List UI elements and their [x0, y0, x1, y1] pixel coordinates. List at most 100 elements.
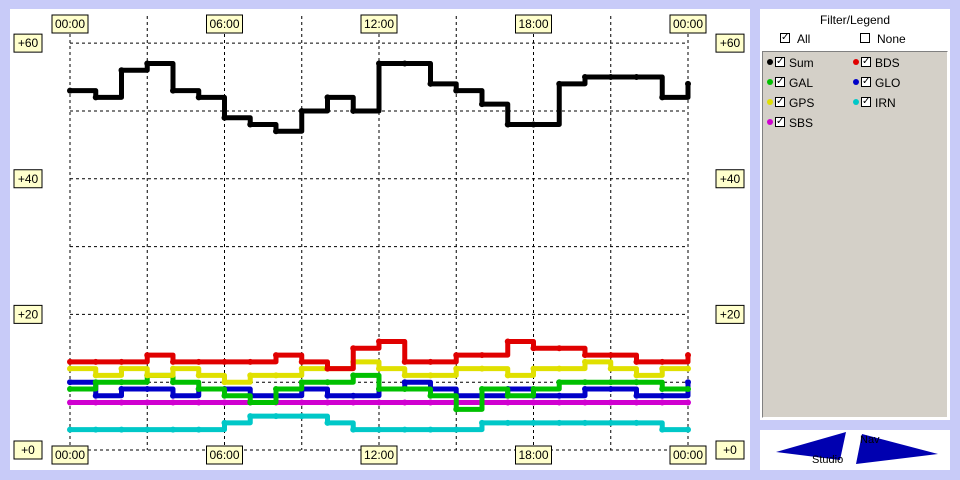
data-point-gps: [92, 372, 99, 379]
data-point-bds: [247, 358, 254, 365]
none-checkbox[interactable]: [860, 33, 870, 43]
gal-checkbox[interactable]: ✓: [775, 76, 785, 87]
data-point-gal: [376, 385, 382, 392]
data-point-sbs: [67, 399, 73, 406]
bds-checkbox[interactable]: ✓: [861, 56, 871, 67]
data-point-sbs: [530, 399, 537, 406]
y-tick-label-right-box: [715, 304, 745, 324]
data-point-gps: [530, 365, 537, 372]
logo-graphic: [776, 432, 938, 464]
x-tick-label-bottom: 18:00: [518, 448, 548, 462]
data-point-bds: [221, 358, 228, 365]
gps-checkbox[interactable]: ✓: [775, 96, 785, 107]
data-point-gps: [273, 372, 279, 379]
data-point-gal: [685, 385, 691, 392]
data-point-irn: [582, 419, 588, 426]
data-point-sum: [479, 101, 485, 108]
x-tick-label-top-box: [51, 14, 89, 34]
data-point-irn: [92, 426, 99, 433]
glo-checkbox[interactable]: ✓: [861, 76, 871, 87]
data-point-sum: [453, 87, 460, 94]
data-point-sum: [401, 60, 408, 67]
data-point-sum: [659, 94, 666, 101]
data-point-glo: [607, 385, 614, 392]
data-point-gal: [582, 379, 588, 386]
data-point-glo: [92, 392, 99, 399]
data-point-gal: [453, 406, 460, 413]
y-tick-label-right-box: [715, 440, 745, 460]
data-point-glo: [659, 392, 666, 399]
data-point-sbs: [118, 399, 125, 406]
data-point-irn: [273, 413, 279, 420]
data-point-sbs: [376, 399, 382, 406]
data-point-glo: [118, 385, 125, 392]
x-tick-label-top: 00:00: [55, 17, 85, 31]
data-point-bds: [427, 358, 434, 365]
y-tick-label-left-box: [13, 440, 43, 460]
data-point-sum: [195, 94, 202, 101]
data-point-glo: [633, 392, 640, 399]
data-point-gal: [633, 379, 640, 386]
data-point-glo: [350, 392, 357, 399]
y-tick-label-left: +0: [21, 443, 35, 457]
data-point-sum: [633, 74, 640, 81]
data-point-irn: [427, 426, 434, 433]
data-point-gps: [659, 365, 666, 372]
data-point-bds: [685, 352, 691, 359]
data-point-gps: [144, 372, 151, 379]
irn-checkbox[interactable]: ✓: [861, 96, 871, 107]
data-point-gps: [504, 372, 511, 379]
x-tick-label-bottom: 12:00: [364, 448, 394, 462]
data-point-irn: [221, 419, 228, 426]
all-checkbox[interactable]: ✓: [780, 32, 790, 43]
data-point-glo: [67, 379, 73, 386]
x-tick-label-top: 12:00: [364, 17, 394, 31]
data-point-irn: [376, 426, 382, 433]
data-point-bds: [67, 358, 73, 365]
data-point-irn: [170, 426, 176, 433]
data-point-gal: [427, 392, 434, 399]
data-point-irn: [659, 426, 666, 433]
x-tick-label-top: 00:00: [673, 17, 703, 31]
data-point-gps: [170, 365, 176, 372]
data-point-gps: [582, 358, 588, 365]
data-point-bds: [530, 345, 537, 352]
data-point-sum: [67, 87, 73, 94]
y-tick-label-left: +20: [18, 307, 39, 321]
y-tick-label-left-box: [13, 33, 43, 53]
data-point-sum: [582, 74, 588, 81]
data-point-sum: [92, 94, 99, 101]
data-point-gps: [247, 372, 254, 379]
data-point-gps: [221, 379, 228, 386]
data-point-sum: [144, 60, 151, 67]
data-point-bds: [607, 352, 614, 359]
satellite-count-chart: 00:00 00:00 06:00 06:00 12:00 12:00 18:00 18:00…: [10, 9, 750, 470]
x-tick-label-bottom-box: [360, 445, 398, 465]
data-point-gps: [118, 365, 125, 372]
data-point-bds: [633, 358, 640, 365]
data-point-glo: [144, 385, 151, 392]
data-point-irn: [324, 419, 331, 426]
gal-label: GAL: [789, 76, 814, 90]
y-tick-label-left: +40: [18, 172, 39, 186]
logo-top-text: Nav: [860, 434, 880, 446]
data-point-sbs: [556, 399, 563, 406]
data-point-irn: [247, 413, 254, 420]
data-point-glo: [170, 392, 176, 399]
filter-legend-title: Filter/Legend: [819, 13, 891, 27]
x-tick-label-bottom-box: [51, 445, 89, 465]
data-point-gps: [556, 365, 563, 372]
filter-legend-panel: Filter/Legend ✓ All None ✓ Sum ✓ BDS ✓ G…: [760, 9, 950, 420]
data-point-gps: [453, 365, 460, 372]
data-point-gal: [195, 385, 202, 392]
sbs-checkbox[interactable]: ✓: [775, 116, 785, 127]
sum-checkbox[interactable]: ✓: [775, 56, 785, 67]
x-tick-label-top: 18:00: [518, 17, 548, 31]
data-point-bds: [118, 358, 125, 365]
glo-label: GLO: [875, 76, 901, 90]
data-point-gps: [298, 365, 305, 372]
data-point-gal: [221, 392, 228, 399]
data-point-glo: [324, 392, 331, 399]
data-point-sum: [556, 80, 563, 87]
irn-label: IRN: [875, 96, 896, 110]
